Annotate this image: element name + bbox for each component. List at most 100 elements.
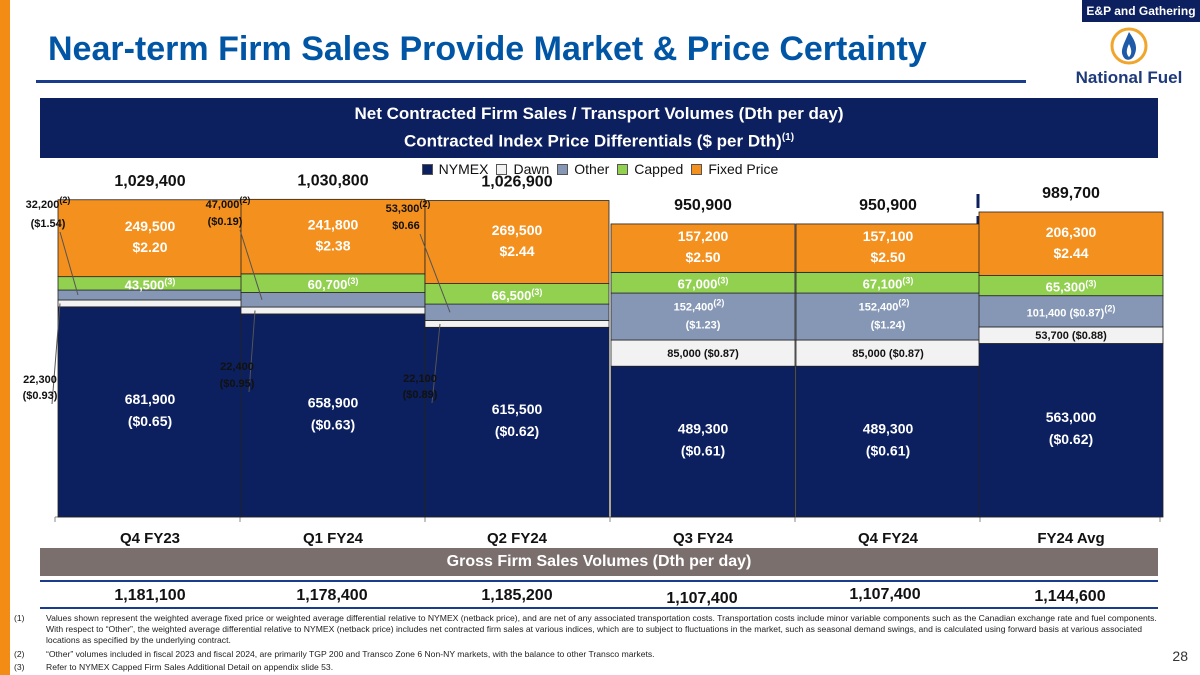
fixed-price-3: $2.50: [685, 249, 720, 265]
flame-logo-icon: [1110, 27, 1148, 65]
fixed-label-4: 157,100: [863, 228, 914, 244]
fixed-price-2: $2.44: [499, 243, 534, 259]
legend-item-nymex: NYMEX: [421, 161, 489, 177]
slide-title: Near-term Firm Sales Provide Market & Pr…: [48, 30, 927, 68]
dawn-label-3: 85,000 ($0.87): [667, 348, 739, 360]
callout-dawn-label-2: 22,100: [403, 373, 437, 385]
legend-item-capped: Capped: [617, 161, 683, 177]
nymex-label-0: 681,900: [125, 391, 176, 407]
gross-value-q4-fy24: 1,107,400: [849, 586, 921, 603]
bar-total-label-4: 950,900: [859, 197, 917, 214]
nymex-label-1: 658,900: [308, 394, 359, 410]
chart-legend: NYMEX Dawn Other Capped Fixed Price: [0, 160, 1200, 178]
logo-text: National Fuel: [1075, 68, 1183, 87]
bar-segment-other-1: [240, 292, 426, 308]
legend-item-fixed: Fixed Price: [691, 161, 778, 177]
nymex-label-3: 489,300: [678, 421, 729, 437]
legend-swatch-dawn: [496, 163, 508, 175]
fixed-price-4: $2.50: [870, 249, 905, 265]
header-line-2-text: Contracted Index Price Differentials ($ …: [403, 131, 782, 151]
gross-rule-top: [40, 580, 1158, 582]
stacked-bar-chart: Q4 FY23 1,029,400 Q1 FY24 1,030,800 Q2 FY24 1…: [23, 172, 1164, 547]
bar-segment-nymex-5: [978, 343, 1164, 518]
footnote-2-number: (2): [14, 649, 25, 659]
chart-header-box: Net Contracted Firm Sales / Transport Vo…: [40, 98, 1158, 158]
nymex-label-5: 563,000: [1046, 409, 1097, 425]
capped-label-4: 67,100(3): [863, 276, 914, 292]
bar-total-label-3: 950,900: [674, 197, 732, 214]
nymex-price-4: ($0.61): [866, 443, 910, 459]
callout-other-label-0: 32,200(2): [26, 195, 71, 211]
bar-total-label-1: 1,030,800: [297, 172, 368, 189]
other-label-4: 152,400(2): [859, 298, 910, 314]
callout-other-label-1: 47,000(2): [206, 195, 251, 211]
legend-swatch-capped: [617, 163, 629, 175]
footnote-3-number: (3): [14, 662, 25, 672]
callout-dawn-price-2: ($0.89): [403, 389, 438, 401]
page-number: 28: [1172, 648, 1188, 664]
fixed-label-5: 206,300: [1046, 224, 1097, 240]
bar-segment-other-2: [424, 303, 610, 321]
nymex-label-2: 615,500: [492, 401, 543, 417]
nymex-label-4: 489,300: [863, 421, 914, 437]
callout-dawn-price-0: ($0.93): [23, 390, 58, 402]
legend-label-fixed: Fixed Price: [708, 161, 779, 177]
gross-value-q2-fy24: 1,185,200: [481, 587, 553, 604]
fixed-price-1: $2.38: [315, 238, 350, 254]
footnote-3-text: Refer to NYMEX Capped Firm Sales Additio…: [46, 662, 334, 672]
callout-line-other-1: [239, 229, 263, 300]
callout-line-other-2: [419, 233, 451, 313]
legend-swatch-fixed: [691, 163, 703, 175]
nymex-price-5: ($0.62): [1049, 431, 1093, 447]
other-price-3: ($1.23): [686, 320, 721, 332]
bar-segment-dawn-1: [240, 306, 426, 315]
footnote-2-text: “Other” volumes included in fiscal 2023 …: [46, 649, 655, 659]
dawn-label-4: 85,000 ($0.87): [852, 348, 924, 360]
callout-dawn-label-0: 22,300: [23, 374, 57, 386]
dawn-label-5: 53,700 ($0.88): [1035, 330, 1107, 342]
gross-value-fy24-avg: 1,144,600: [1034, 588, 1106, 605]
legend-swatch-nymex: [421, 163, 433, 175]
national-fuel-logo: National Fuel: [1070, 26, 1188, 90]
legend-label-nymex: NYMEX: [438, 161, 489, 177]
callout-line-dawn-2: [431, 323, 441, 404]
bar-segment-fixed-2: [424, 200, 610, 284]
bar-segment-fixed-5: [978, 211, 1164, 276]
other-label-5: 101,400 ($0.87)(2): [1027, 303, 1116, 319]
bar-segment-dawn-4: [795, 339, 981, 367]
bar-segment-fixed-0: [57, 199, 243, 278]
bar-segment-nymex-2: [424, 326, 610, 518]
bar-segment-other-5: [978, 295, 1164, 328]
fixed-label-3: 157,200: [678, 228, 729, 244]
header-line-2-sup: (1): [781, 132, 795, 144]
legend-swatch-other: [557, 163, 569, 175]
bar-segment-fixed-4: [795, 223, 981, 273]
gross-value-q4-fy23: 1,181,100: [114, 587, 186, 604]
legend-item-other: Other: [557, 161, 609, 177]
footnote-1: (1) Values shown represent the weighted …: [14, 613, 1164, 647]
x-tick-label-2: Q2 FY24: [487, 530, 548, 547]
gross-volumes-box: Gross Firm Sales Volumes (Dth per day): [40, 548, 1158, 576]
capped-label-3: 67,000(3): [678, 276, 729, 292]
bar-segment-dawn-0: [57, 299, 243, 308]
bar-segment-other-3: [610, 292, 796, 341]
callout-dawn-label-1: 22,400: [220, 361, 254, 373]
header-line-1: Net Contracted Firm Sales / Transport Vo…: [354, 104, 844, 124]
bar-total-label-2: 1,026,900: [481, 174, 552, 191]
capped-label-1: 60,700(3): [308, 276, 359, 292]
capped-label-2: 66,500(3): [492, 287, 543, 303]
bar-segment-nymex-3: [610, 365, 796, 518]
nymex-price-3: ($0.61): [681, 443, 725, 459]
footnote-1-text: Values shown represent the weighted aver…: [46, 613, 1157, 645]
x-tick-label-4: Q4 FY24: [858, 530, 919, 547]
header-line-2: Contracted Index Price Differentials ($ …: [404, 126, 794, 154]
legend-label-other: Other: [574, 161, 610, 177]
other-label-3: 152,400(2): [674, 298, 725, 314]
fixed-label-1: 241,800: [308, 217, 359, 233]
bar-segment-nymex-0: [57, 306, 243, 518]
fixed-label-2: 269,500: [492, 222, 543, 238]
bar-segment-fixed-3: [610, 223, 796, 273]
legend-label-dawn: Dawn: [513, 161, 550, 177]
nymex-price-0: ($0.65): [128, 413, 172, 429]
nymex-price-1: ($0.63): [311, 416, 355, 432]
